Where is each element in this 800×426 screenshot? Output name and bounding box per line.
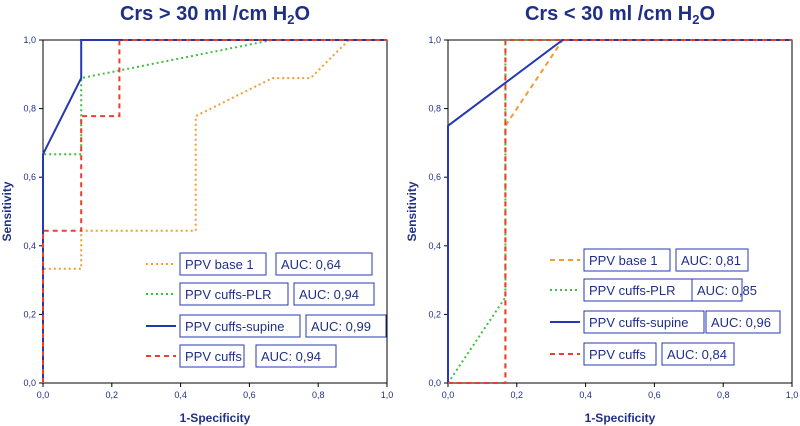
chart-title-sub: 2 (287, 12, 294, 27)
y-tick-label: 0,0 (428, 378, 441, 388)
legend-series-name: PPV cuffs-PLR (185, 287, 271, 302)
legend-name-box (179, 314, 301, 338)
series-line-ppv-cuffs-supine (42, 39, 387, 383)
y-tick-label: 0,8 (428, 104, 441, 114)
legend-series-name: PPV base 1 (185, 257, 254, 272)
series-line-ppv-cuffs-supine (447, 39, 792, 383)
chart-title-end: O (294, 3, 310, 25)
legend-series-name: PPV cuffs (589, 347, 646, 362)
legend-auc-box (275, 252, 373, 276)
legend-series-name: PPV base 1 (589, 253, 658, 268)
legend-auc-box (293, 282, 375, 306)
legend-auc-value: AUC: 0,94 (299, 287, 359, 302)
series-line-ppv-cuffs (448, 39, 792, 384)
y-tick-label: 0,4 (428, 241, 441, 251)
y-tick-label: 0,6 (23, 172, 36, 182)
y-tick-label: 0,8 (23, 104, 36, 114)
chart-title: Crs < 30 ml /cm H2O (525, 3, 715, 27)
x-tick-label: 0,4 (174, 390, 187, 400)
x-axis-label: 1-Specificity (585, 411, 656, 425)
y-tick-label: 1,0 (428, 35, 441, 45)
chart-title: Crs > 30 ml /cm H2O (120, 3, 310, 27)
legend-auc-value: AUC: 0,81 (681, 253, 741, 268)
legend-name-box (583, 310, 705, 334)
legend-auc-value: AUC: 0,94 (261, 349, 321, 364)
x-tick-label: 0,2 (106, 390, 119, 400)
legend-name-box (179, 344, 245, 368)
chart-title-sub: 2 (692, 12, 699, 27)
y-tick-label: 0,4 (23, 241, 36, 251)
legend-name-box (583, 248, 671, 272)
legend-series-name: PPV cuffs (185, 349, 242, 364)
legend-auc-value: AUC: 0,84 (667, 347, 727, 362)
roc-panel-1: Crs > 30 ml /cm H2O 0,0 0,2 0,4 0,6 0,8 1,0 0,0… (0, 3, 393, 425)
legend-auc-box (661, 342, 735, 366)
legend-name-box (179, 252, 267, 276)
x-tick-label: 0,0 (442, 390, 455, 400)
y-tick-label: 0,6 (428, 172, 441, 182)
chart-title-main: Crs > 30 ml /cm H (120, 3, 287, 25)
x-axis-label: 1-Specificity (180, 411, 251, 425)
y-axis-label: Sensitivity (0, 181, 14, 241)
x-tick-label: 0,6 (243, 390, 256, 400)
legend-name-box (583, 342, 657, 366)
x-tick-label: 1,0 (786, 390, 799, 400)
x-tick-label: 0,4 (579, 390, 592, 400)
y-tick-label: 0,2 (23, 309, 36, 319)
legend-auc-value: AUC: 0,64 (281, 257, 341, 272)
chart-title-end: O (699, 3, 715, 25)
legend-series-name: PPV cuffs-supine (589, 315, 688, 330)
legend-auc-box (675, 248, 749, 272)
x-tick-label: 0,8 (312, 390, 325, 400)
legend-auc-value: AUC: 0,96 (711, 315, 771, 330)
y-axis-label: Sensitivity (405, 181, 419, 241)
legend-series-name: PPV cuffs-supine (185, 319, 284, 334)
chart-title-main: Crs < 30 ml /cm H (525, 3, 692, 25)
x-tick-label: 1,0 (381, 390, 394, 400)
legend-auc-value: AUC: 0,85 (697, 283, 757, 298)
y-tick-label: 0,2 (428, 309, 441, 319)
legend-name-box (179, 282, 289, 306)
y-tick-label: 0,0 (23, 378, 36, 388)
roc-panel-2: Crs < 30 ml /cm H2O 0,0 0,2 0,4 0,6 0,8 1,0 0,0… (405, 3, 798, 425)
legend-auc-box (255, 344, 337, 368)
legend-auc-value: AUC: 0,99 (311, 319, 371, 334)
legend-auc-box (705, 310, 781, 334)
x-tick-label: 0,8 (717, 390, 730, 400)
x-tick-label: 0,6 (648, 390, 661, 400)
series-line-ppv-base-1 (42, 39, 387, 383)
y-tick-label: 1,0 (23, 35, 36, 45)
legend-auc-box (305, 314, 387, 338)
x-tick-label: 0,0 (37, 390, 50, 400)
legend-auc-box (691, 278, 743, 302)
legend-series-name: PPV cuffs-PLR (589, 283, 675, 298)
x-tick-label: 0,2 (511, 390, 524, 400)
